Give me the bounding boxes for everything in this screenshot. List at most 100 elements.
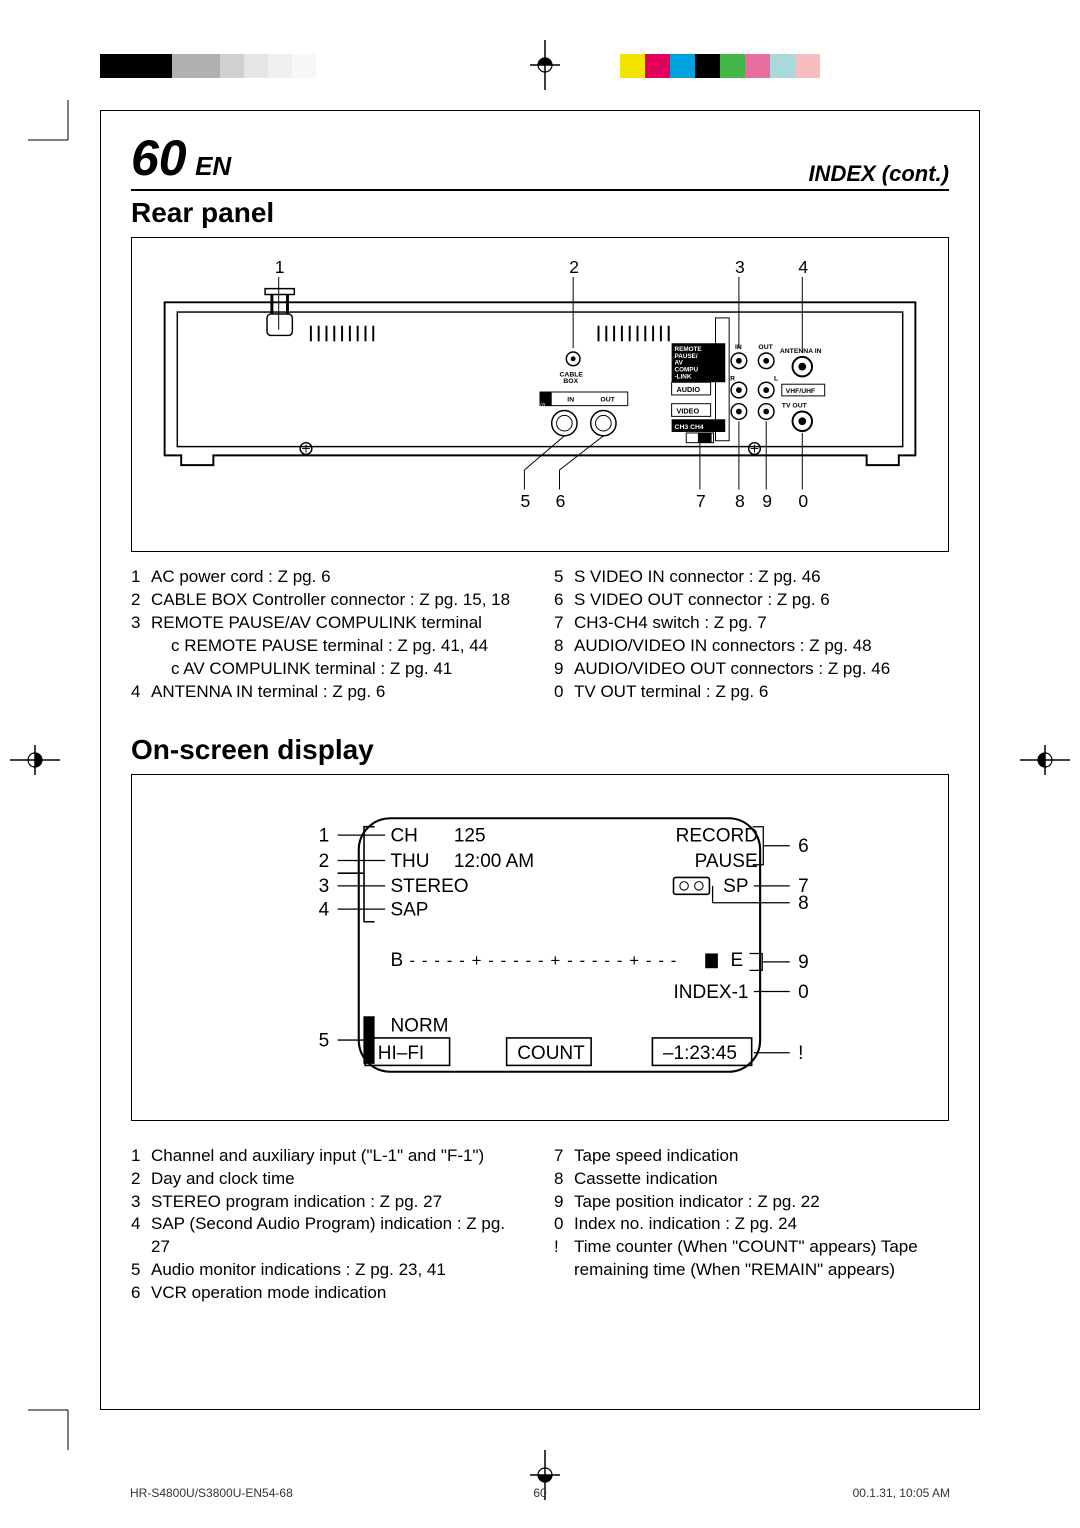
legend-text: SAP (Second Audio Program) indication : … — [151, 1213, 526, 1259]
legend-item: 1AC power cord : Z pg. 6 — [131, 566, 526, 589]
page-lang: EN — [195, 151, 231, 181]
svg-text:8: 8 — [735, 491, 745, 511]
legend-item: 7Tape speed indication — [554, 1145, 949, 1168]
rear-panel-diagram-box: 1 2 3 4 — [131, 237, 949, 552]
legend-text: CABLE BOX Controller connector : Z pg. 1… — [151, 589, 526, 612]
svg-text:RECORD: RECORD — [676, 825, 758, 846]
legend-subtext: c AV COMPULINK terminal : Z pg. 41 — [151, 658, 526, 681]
legend-item: 1Channel and auxiliary input ("L-1" and … — [131, 1145, 526, 1168]
svg-text:125: 125 — [454, 825, 486, 846]
svg-text:ANTENNA IN: ANTENNA IN — [780, 348, 822, 355]
svg-text:8: 8 — [798, 893, 809, 914]
page-number: 60 — [131, 130, 187, 186]
registration-mark-left-icon — [10, 745, 60, 775]
legend-num: 6 — [554, 589, 574, 612]
svg-text:INDEX-1: INDEX-1 — [674, 981, 749, 1002]
svg-text:R: R — [730, 375, 735, 382]
legend-num: 1 — [131, 566, 151, 589]
legend-num: 2 — [131, 589, 151, 612]
legend-num: 0 — [554, 681, 574, 704]
footer-right: 00.1.31, 10:05 AM — [853, 1486, 950, 1500]
rear-panel-diagram: 1 2 3 4 — [150, 252, 930, 532]
legend-item: 6VCR operation mode indication — [131, 1282, 526, 1305]
legend-item: 2Day and clock time — [131, 1168, 526, 1191]
svg-text:3: 3 — [319, 876, 330, 897]
legend-num: ! — [554, 1236, 574, 1282]
footer-center: 60 — [533, 1486, 546, 1500]
legend-text: Tape position indicator : Z pg. 22 — [574, 1191, 949, 1214]
crop-mark-icon — [28, 100, 88, 160]
legend-item: 5Audio monitor indications : Z pg. 23, 4… — [131, 1259, 526, 1282]
svg-text:CH: CH — [390, 825, 417, 846]
svg-text:CH3 CH4: CH3 CH4 — [675, 424, 704, 431]
legend-num: 3 — [131, 612, 151, 635]
svg-text:5: 5 — [521, 491, 531, 511]
svg-text:–1:23:45: –1:23:45 — [663, 1043, 737, 1064]
svg-text:12:00 AM: 12:00 AM — [454, 850, 534, 871]
page-footer: HR-S4800U/S3800U-EN54-68 60 00.1.31, 10:… — [130, 1486, 950, 1500]
legend-text: Index no. indication : Z pg. 24 — [574, 1213, 949, 1236]
svg-text:SP: SP — [723, 876, 748, 897]
svg-text:SAP: SAP — [390, 899, 428, 920]
svg-text:NORM: NORM — [390, 1015, 448, 1036]
section-rear-panel-title: Rear panel — [131, 197, 949, 229]
svg-text:2: 2 — [319, 850, 330, 871]
registration-mark-right-icon — [1020, 745, 1070, 775]
svg-text:4: 4 — [319, 899, 330, 920]
rear-panel-legend: 1AC power cord : Z pg. 62CABLE BOX Contr… — [131, 566, 949, 704]
legend-text: VCR operation mode indication — [151, 1282, 526, 1305]
legend-num: 7 — [554, 1145, 574, 1168]
svg-text:STEREO: STEREO — [390, 876, 468, 897]
svg-text:THU: THU — [390, 850, 429, 871]
legend-text: CH3-CH4 switch : Z pg. 7 — [574, 612, 949, 635]
legend-item: 6S VIDEO OUT connector : Z pg. 6 — [554, 589, 949, 612]
svg-text:OUT: OUT — [758, 344, 773, 351]
legend-item: !Time counter (When "COUNT" appears) Tap… — [554, 1236, 949, 1282]
svg-text:PAUSE: PAUSE — [695, 850, 758, 871]
legend-item: 0Index no. indication : Z pg. 24 — [554, 1213, 949, 1236]
legend-item: 8Cassette indication — [554, 1168, 949, 1191]
legend-item: 4SAP (Second Audio Program) indication :… — [131, 1213, 526, 1259]
svg-text:IN: IN — [735, 344, 742, 351]
legend-text: S VIDEO OUT connector : Z pg. 6 — [574, 589, 949, 612]
legend-num: 5 — [131, 1259, 151, 1282]
svg-text:B: B — [390, 950, 403, 971]
legend-text: Audio monitor indications : Z pg. 23, 41 — [151, 1259, 526, 1282]
page-header: 60 EN INDEX (cont.) — [131, 129, 949, 191]
legend-item: 2CABLE BOX Controller connector : Z pg. … — [131, 589, 526, 612]
legend-text: STEREO program indication : Z pg. 27 — [151, 1191, 526, 1214]
svg-text:1: 1 — [319, 825, 330, 846]
osd-diagram: CH125 THU12:00 AM STEREO SAP RECORD PAUS… — [232, 785, 908, 1105]
svg-text:VIDEO: VIDEO — [676, 406, 699, 415]
svg-text:BOX: BOX — [563, 378, 578, 385]
osd-legend: 1Channel and auxiliary input ("L-1" and … — [131, 1145, 949, 1306]
svg-text:VHF/UHF: VHF/UHF — [786, 388, 816, 395]
legend-text: S VIDEO IN connector : Z pg. 46 — [574, 566, 949, 589]
svg-text:2: 2 — [569, 257, 579, 277]
footer-left: HR-S4800U/S3800U-EN54-68 — [130, 1486, 293, 1500]
registration-mark-icon — [530, 40, 560, 90]
legend-num: 7 — [554, 612, 574, 635]
header-section: INDEX (cont.) — [808, 161, 949, 187]
legend-num: 9 — [554, 1191, 574, 1214]
svg-text:HI–FI: HI–FI — [378, 1043, 424, 1064]
section-osd-title: On-screen display — [131, 734, 949, 766]
legend-text: AUDIO/VIDEO OUT connectors : Z pg. 46 — [574, 658, 949, 681]
legend-text: Tape speed indication — [574, 1145, 949, 1168]
legend-num: 0 — [554, 1213, 574, 1236]
legend-text: REMOTE PAUSE/AV COMPULINK terminal — [151, 612, 526, 635]
legend-item: 7CH3-CH4 switch : Z pg. 7 — [554, 612, 949, 635]
svg-text:OUT: OUT — [600, 397, 615, 404]
svg-text:5: 5 — [319, 1030, 330, 1051]
legend-text: Time counter (When "COUNT" appears) Tape… — [574, 1236, 949, 1282]
svg-text:-LINK: -LINK — [675, 373, 692, 380]
svg-text:9: 9 — [762, 491, 772, 511]
legend-text: Cassette indication — [574, 1168, 949, 1191]
svg-text:0: 0 — [798, 981, 809, 1002]
svg-text:- - - - - + - - - - - + - - -: - - - - - + - - - - - + - - - - - + - - … — [409, 951, 677, 970]
svg-text:6: 6 — [556, 491, 566, 511]
legend-num: 6 — [131, 1282, 151, 1305]
legend-text: AC power cord : Z pg. 6 — [151, 566, 526, 589]
legend-item: 8AUDIO/VIDEO IN connectors : Z pg. 48 — [554, 635, 949, 658]
svg-text:TV OUT: TV OUT — [782, 403, 808, 410]
